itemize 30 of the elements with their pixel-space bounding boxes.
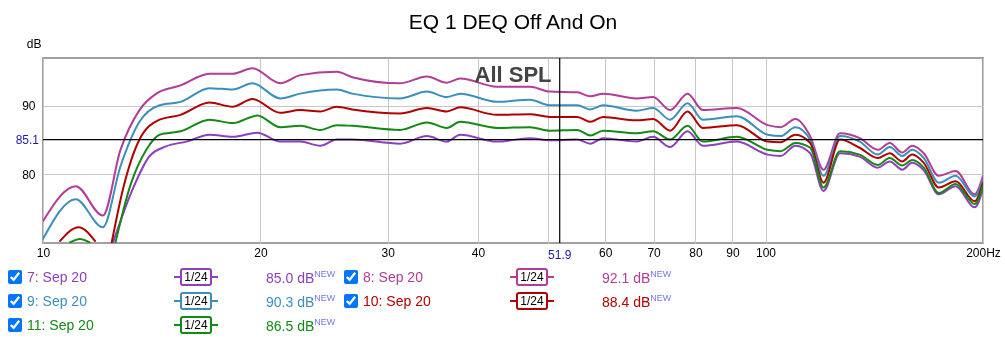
text: 85.0 dB$^{NEW}$: [266, 269, 336, 286]
ref-line-label: 85.1: [15, 132, 40, 147]
text: 1/24: [180, 292, 212, 310]
x-tick-label: 30: [381, 245, 396, 260]
y-axis-title: dB: [26, 36, 42, 51]
text: 1/24: [516, 268, 548, 286]
text: 1/24: [516, 292, 548, 310]
text: 1/24: [180, 268, 212, 286]
text: 1/24: [180, 316, 212, 334]
text: 86.5 dB$^{NEW}$: [266, 317, 336, 334]
ref-line-label: 51.9: [548, 248, 572, 262]
x-tick-label: 70: [647, 245, 662, 260]
text: 92.1 dB$^{NEW}$: [602, 269, 672, 286]
x-tick-label: 20: [254, 245, 268, 260]
x-tick-label: 80: [689, 245, 703, 260]
text: 8: Sep 20: [363, 269, 423, 285]
text: 11: Sep 20: [27, 317, 94, 333]
x-tick-label: 60: [599, 245, 613, 260]
chart-title: EQ 1 DEQ Off And On: [408, 10, 618, 33]
x-tick-label: 200Hz: [966, 245, 1001, 260]
text: 10: Sep 20: [363, 293, 431, 309]
text: 88.4 dB$^{NEW}$: [602, 293, 672, 310]
x-tick-label: 10: [36, 245, 51, 260]
text: 9: Sep 20: [27, 293, 87, 309]
x-tick-label: 40: [471, 245, 486, 260]
x-tick-label: 90: [726, 245, 740, 260]
x-tick-label: 100: [755, 245, 777, 260]
text: 90.3 dB$^{NEW}$: [266, 293, 336, 310]
annotation: All SPL: [474, 62, 552, 87]
text: 7: Sep 20: [27, 269, 87, 285]
